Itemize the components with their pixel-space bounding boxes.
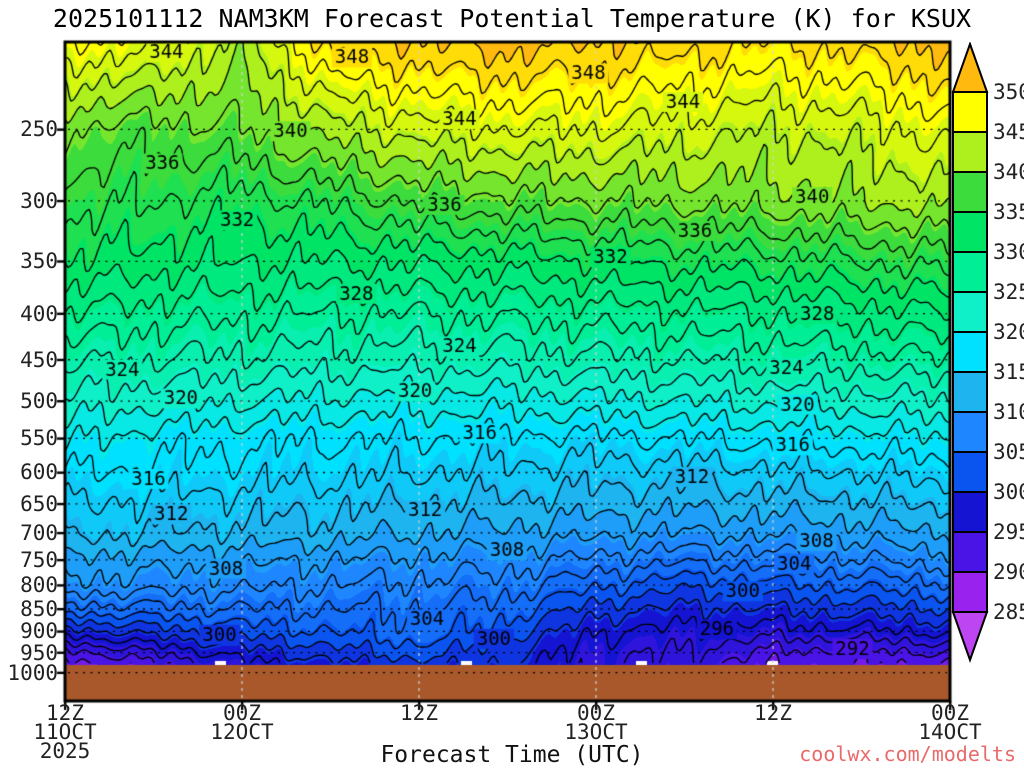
y-axis-label: 600: [20, 460, 58, 485]
colorbar-label: 315: [993, 360, 1024, 384]
x-axis-label: 00Z: [223, 701, 261, 725]
colorbar-label: 310: [993, 400, 1024, 424]
colorbar-label: 300: [993, 480, 1024, 504]
y-axis-label: 350: [20, 249, 58, 274]
y-axis-label: 850: [20, 596, 58, 621]
y-axis-label: 900: [20, 619, 58, 644]
x-axis-label: 00Z: [577, 701, 615, 725]
colorbar-label: 340: [993, 160, 1024, 184]
y-axis-label: 950: [20, 640, 58, 665]
colorbar-label: 295: [993, 520, 1024, 544]
y-axis-label: 450: [20, 347, 58, 372]
colorbar-label: 320: [993, 320, 1024, 344]
x-axis-label: 2025: [39, 739, 91, 763]
y-axis-label: 750: [20, 547, 58, 572]
colorbar-label: 335: [993, 200, 1024, 224]
y-axis-label: 800: [20, 573, 58, 598]
y-axis-label: 700: [20, 520, 58, 545]
colorbar-label: 345: [993, 120, 1024, 144]
y-axis-label: 300: [20, 188, 58, 213]
colorbar-label: 350: [993, 80, 1024, 104]
y-axis-label: 550: [20, 426, 58, 451]
x-axis-label: 12Z: [46, 701, 84, 725]
watermark-text: coolwx.com/modelts: [799, 742, 1016, 766]
y-axis-label: 650: [20, 491, 58, 516]
chart-title: 2025101112 NAM3KM Forecast Potential Tem…: [52, 4, 972, 33]
x-axis-label: 12OCT: [210, 720, 274, 744]
x-axis-label: 00Z: [931, 701, 969, 725]
x-axis-label: 12Z: [400, 701, 438, 725]
x-axis-label: 13OCT: [564, 720, 628, 744]
x-axis-label: 12Z: [754, 701, 792, 725]
colorbar-label: 285: [993, 600, 1024, 624]
x-axis-label: 11OCT: [33, 720, 97, 744]
x-axis-title: Forecast Time (UTC): [380, 742, 644, 768]
y-axis-label: 500: [20, 389, 58, 414]
y-axis-label: 250: [20, 117, 58, 142]
colorbar-label: 325: [993, 280, 1024, 304]
colorbar-label: 305: [993, 440, 1024, 464]
y-axis-label: 400: [20, 301, 58, 326]
colorbar-label: 330: [993, 240, 1024, 264]
y-axis-label: 1000: [7, 660, 58, 685]
colorbar: 350 345 340 335 330 325 320 315 310 305 300 295 290 2…: [948, 41, 1024, 682]
colorbar-label: 290: [993, 560, 1024, 584]
colorbar-svg: 350 345 340 335 330 325 320 315 310 305 300 295 290 2…: [951, 41, 1024, 663]
x-axis-label: 14OCT: [918, 720, 982, 744]
